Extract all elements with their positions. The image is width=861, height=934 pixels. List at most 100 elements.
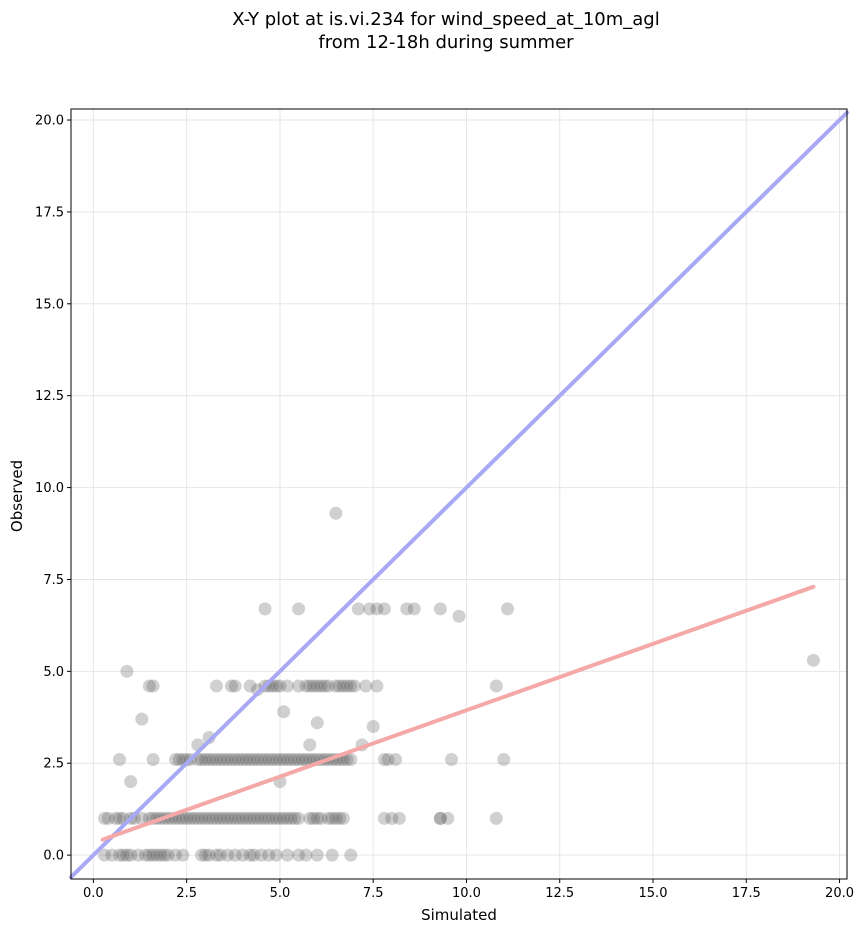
data-point bbox=[269, 811, 283, 825]
data-point bbox=[284, 811, 298, 825]
data-point bbox=[109, 811, 123, 825]
y-tick-label: 12.5 bbox=[35, 389, 64, 404]
data-point bbox=[336, 679, 350, 693]
data-point bbox=[142, 679, 156, 693]
data-point bbox=[258, 602, 272, 616]
scatter-points bbox=[98, 506, 820, 862]
x-tick-label: 17.5 bbox=[732, 886, 761, 901]
data-point bbox=[329, 679, 343, 693]
data-point bbox=[325, 811, 339, 825]
data-point bbox=[113, 848, 126, 862]
data-point bbox=[325, 848, 339, 862]
data-point bbox=[243, 848, 257, 862]
data-point bbox=[135, 811, 149, 825]
data-point bbox=[310, 716, 324, 730]
data-point bbox=[307, 811, 320, 825]
identity-line bbox=[69, 110, 849, 880]
reference-lines bbox=[69, 110, 849, 880]
data-point bbox=[180, 811, 194, 825]
data-point bbox=[105, 848, 119, 862]
data-point bbox=[146, 679, 160, 693]
data-point bbox=[321, 811, 335, 825]
data-point bbox=[299, 679, 313, 693]
data-point bbox=[239, 811, 253, 825]
data-point bbox=[329, 811, 343, 825]
data-point bbox=[247, 848, 261, 862]
data-point bbox=[262, 811, 276, 825]
data-point bbox=[288, 811, 302, 825]
data-point bbox=[146, 753, 160, 767]
data-point bbox=[213, 753, 227, 767]
plot-frame bbox=[70, 108, 848, 880]
data-point bbox=[292, 679, 306, 693]
y-tick-label: 20.0 bbox=[35, 114, 64, 129]
data-point bbox=[213, 811, 227, 825]
data-point bbox=[254, 753, 268, 767]
data-point bbox=[333, 679, 347, 693]
data-point bbox=[295, 753, 309, 767]
data-point bbox=[176, 811, 190, 825]
data-point bbox=[280, 679, 294, 693]
data-point bbox=[310, 811, 324, 825]
data-point bbox=[98, 811, 112, 825]
data-point bbox=[236, 811, 250, 825]
data-point bbox=[120, 848, 134, 862]
x-tick-label: 10.0 bbox=[452, 886, 481, 901]
data-point bbox=[247, 811, 261, 825]
data-point bbox=[273, 679, 287, 693]
data-point bbox=[366, 719, 380, 733]
data-point bbox=[247, 753, 261, 767]
data-point bbox=[195, 811, 209, 825]
data-point bbox=[340, 753, 354, 767]
data-point bbox=[221, 811, 235, 825]
data-point bbox=[329, 506, 343, 520]
grid-lines bbox=[71, 109, 847, 879]
data-point bbox=[433, 811, 447, 825]
data-point bbox=[269, 679, 283, 693]
data-point bbox=[98, 848, 112, 862]
data-point bbox=[284, 753, 298, 767]
data-point bbox=[441, 811, 455, 825]
data-point bbox=[269, 753, 283, 767]
x-axis-label: Simulated bbox=[421, 906, 497, 924]
data-point bbox=[292, 753, 306, 767]
data-point bbox=[501, 602, 514, 616]
data-point bbox=[157, 848, 171, 862]
data-point bbox=[124, 775, 138, 789]
regression-line bbox=[100, 584, 816, 842]
data-point bbox=[258, 753, 272, 767]
data-point bbox=[191, 811, 205, 825]
data-point bbox=[101, 811, 115, 825]
data-point bbox=[228, 753, 242, 767]
data-point bbox=[321, 679, 335, 693]
data-point bbox=[258, 811, 272, 825]
data-point bbox=[348, 679, 362, 693]
data-point bbox=[172, 753, 186, 767]
data-point bbox=[310, 848, 324, 862]
y-tick-label: 15.0 bbox=[35, 297, 64, 312]
data-point bbox=[120, 664, 134, 678]
data-point bbox=[277, 753, 291, 767]
data-point bbox=[124, 848, 138, 862]
data-point bbox=[277, 811, 291, 825]
x-tick-label: 20.0 bbox=[825, 886, 854, 901]
data-point bbox=[806, 653, 820, 667]
data-point bbox=[489, 811, 503, 825]
data-point bbox=[210, 679, 223, 693]
data-point bbox=[407, 602, 421, 616]
data-point bbox=[351, 602, 365, 616]
y-tick-label: 10.0 bbox=[35, 481, 64, 496]
data-point bbox=[213, 848, 227, 862]
data-point bbox=[221, 848, 235, 862]
data-point bbox=[142, 848, 156, 862]
data-point bbox=[228, 848, 242, 862]
data-point bbox=[303, 811, 317, 825]
data-point bbox=[292, 811, 306, 825]
data-point bbox=[228, 679, 242, 693]
x-tick-label: 12.5 bbox=[545, 886, 574, 901]
data-point bbox=[333, 811, 347, 825]
y-tick-label: 2.5 bbox=[43, 757, 64, 772]
data-point bbox=[243, 679, 257, 693]
data-point bbox=[251, 753, 265, 767]
